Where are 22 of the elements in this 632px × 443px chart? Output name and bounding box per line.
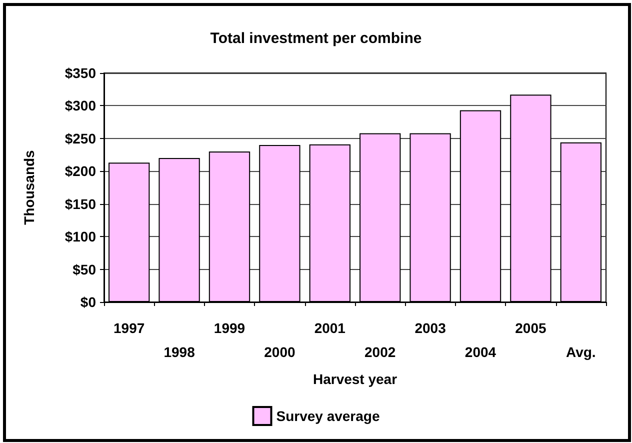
x-tick-label: 1999 (214, 320, 246, 336)
y-tick-label: $0 (80, 294, 96, 310)
x-tick-label: 2001 (314, 320, 346, 336)
y-tick-label: $100 (64, 228, 96, 245)
y-tick-label: $150 (64, 196, 96, 212)
x-tick-label: 1997 (114, 320, 145, 336)
x-tick-label: 2005 (515, 320, 546, 336)
chart-title: Total investment per combine (210, 30, 422, 47)
y-tick-label: $200 (64, 163, 96, 180)
y-axis-title: Thousands (21, 150, 37, 225)
x-axis-title: Harvest year (312, 371, 398, 387)
x-tick-label: 2003 (414, 320, 446, 336)
x-tick-label: Avg. (566, 344, 596, 360)
y-tick-label: $50 (72, 261, 96, 278)
x-tick-label: 2002 (364, 344, 396, 360)
x-tick-label: 2004 (464, 344, 496, 360)
y-tick-label: $350 (64, 65, 96, 81)
y-tick-label: $250 (64, 130, 96, 146)
legend-label: Survey average (276, 408, 380, 424)
y-tick-label: $300 (64, 98, 96, 114)
x-tick-label: 1998 (164, 344, 196, 360)
x-tick-label: 2000 (264, 344, 296, 360)
